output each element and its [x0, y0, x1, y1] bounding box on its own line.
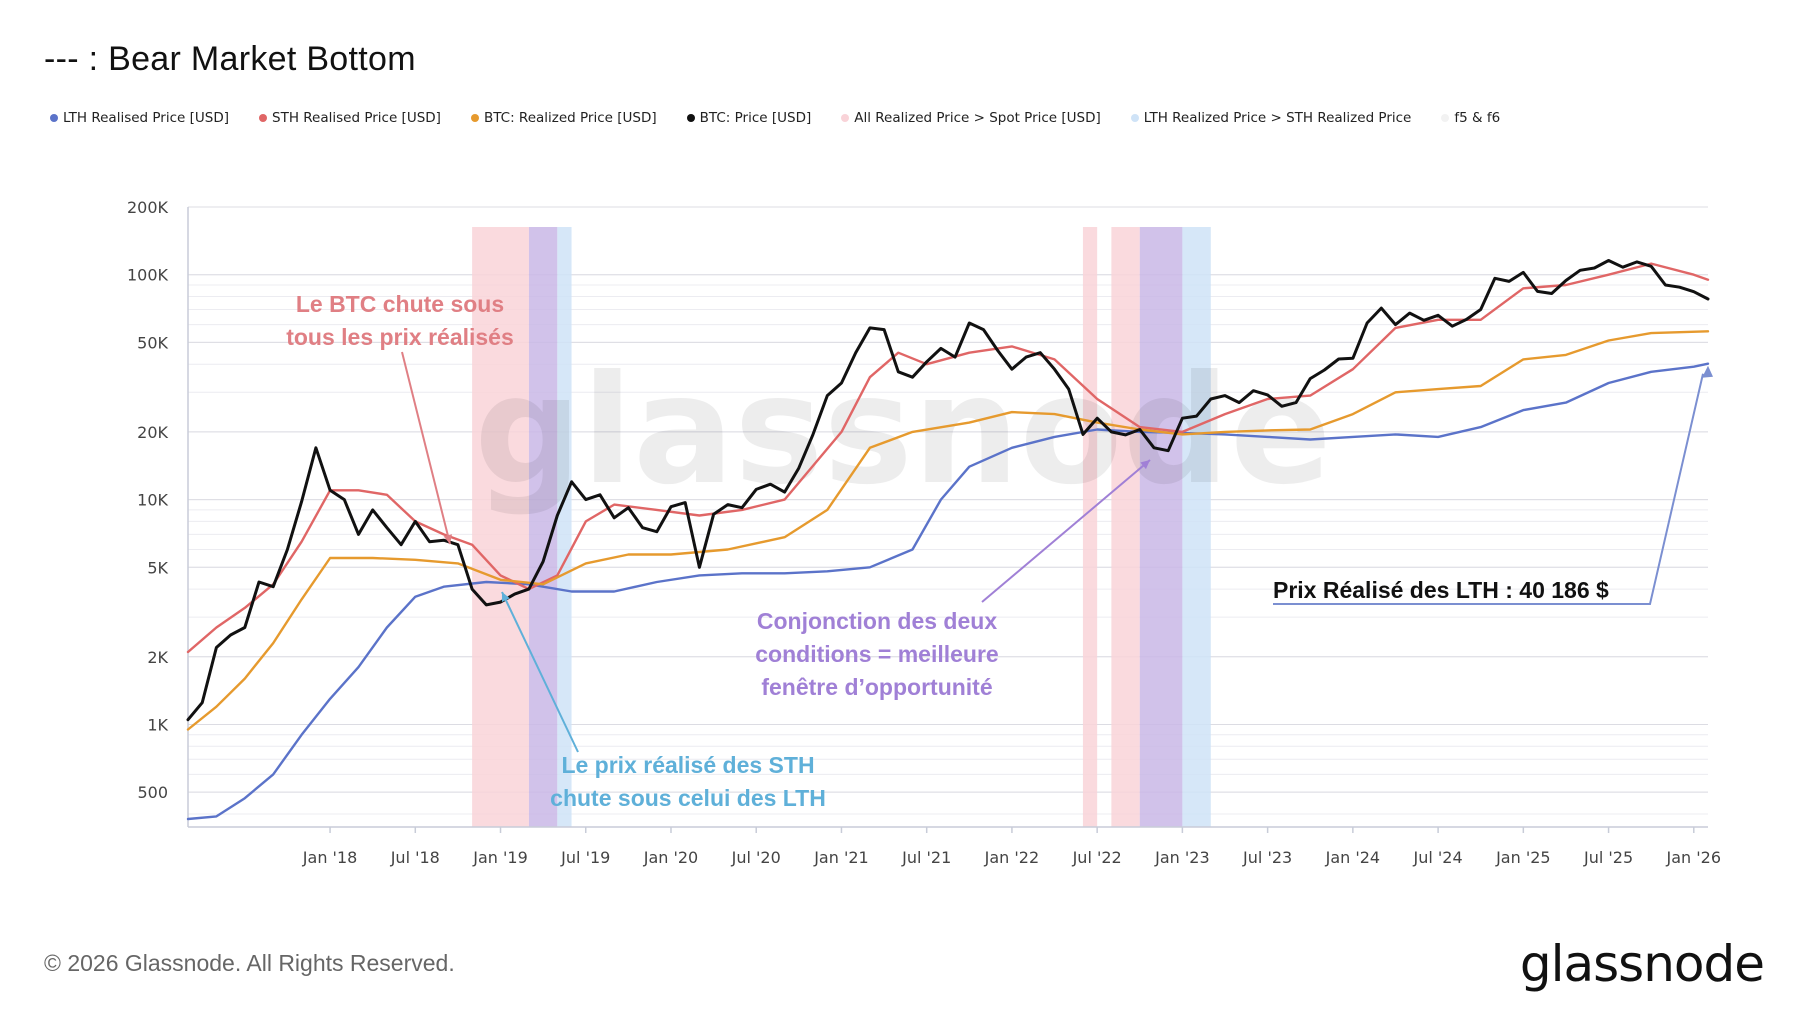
- chart-legend: LTH Realised Price [USD] STH Realised Pri…: [50, 110, 1500, 126]
- series-line: [186, 362, 1710, 821]
- annotation-text: Le BTC chute sous: [296, 291, 504, 317]
- legend-item[interactable]: LTH Realized Price > STH Realized Price: [1130, 110, 1412, 126]
- lth-callout-arrowhead: [1702, 365, 1713, 378]
- annotation-arrowhead: [1140, 460, 1150, 470]
- x-tick-label: Jan '23: [1154, 848, 1210, 867]
- y-tick-label: 1K: [147, 715, 168, 734]
- x-tick-label: Jul '24: [1413, 848, 1463, 867]
- legend-swatch: [841, 114, 850, 122]
- annotation-arrowhead: [443, 534, 453, 544]
- highlight-band: [1111, 227, 1140, 827]
- legend-item[interactable]: BTC: Price [USD]: [686, 110, 812, 126]
- y-tick-label: 100K: [127, 266, 169, 285]
- series-line: [186, 262, 1710, 654]
- annotation-arrow: [401, 351, 451, 545]
- x-tick-label: Jan '18: [302, 848, 358, 867]
- annotation-text: Prix Réalisé des LTH : 40 186 $: [1273, 577, 1609, 603]
- series-line: [186, 330, 1710, 731]
- y-tick-label: 20K: [137, 423, 168, 442]
- annotation-text: fenêtre d’opportunité: [761, 674, 992, 700]
- x-tick-label: Jan '26: [1666, 848, 1722, 867]
- x-tick-label: Jul '18: [390, 848, 440, 867]
- legend-item[interactable]: LTH Realised Price [USD]: [50, 110, 229, 126]
- legend-item[interactable]: f5 & f6: [1441, 110, 1500, 126]
- highlight-band: [472, 227, 529, 827]
- annotations: Le BTC chute sous tous les prix réalisés L…: [286, 291, 1713, 811]
- legend-swatch: [470, 114, 479, 122]
- x-tick-label: Jul '20: [731, 848, 781, 867]
- legend-label: LTH Realised Price [USD]: [63, 110, 230, 126]
- legend-swatch: [1441, 114, 1450, 122]
- y-tick-label: 200K: [127, 198, 169, 217]
- y-tick-label: 5K: [147, 558, 168, 577]
- legend-swatch: [259, 114, 268, 122]
- legend-swatch: [50, 114, 58, 122]
- legend-label: BTC: Price [USD]: [699, 110, 812, 126]
- x-tick-label: Jan '24: [1325, 848, 1381, 867]
- x-tick-label: Jan '21: [813, 848, 869, 867]
- y-tick-label: 10K: [137, 491, 168, 510]
- x-tick-label: Jul '25: [1583, 848, 1633, 867]
- glassnode-logo: glassnode: [1519, 935, 1765, 993]
- chart-title: --- : Bear Market Bottom: [44, 40, 416, 78]
- x-tick-label: Jan '22: [984, 848, 1040, 867]
- highlight-band: [1139, 227, 1183, 827]
- legend-item[interactable]: All Realized Price > Spot Price [USD]: [841, 110, 1101, 126]
- axes: 500 1K 2K 5K 10K 20K 50K 100K 200K Jan '18 Jul '18…: [127, 198, 1721, 867]
- series-line: [186, 259, 1710, 722]
- watermark: glassnode: [474, 344, 1332, 518]
- copyright: © 2026 Glassnode. All Rights Reserved.: [44, 950, 455, 976]
- y-tick-label: 50K: [137, 333, 168, 352]
- x-tick-label: Jan '19: [472, 848, 528, 867]
- highlight-bands: [472, 227, 1211, 827]
- legend-label: BTC: Realized Price [USD]: [483, 110, 657, 126]
- lth-callout-leader: [1273, 373, 1704, 605]
- annotation-text: tous les prix réalisés: [286, 324, 514, 350]
- legend-swatch: [1130, 114, 1139, 122]
- legend-label: f5 & f6: [1454, 110, 1501, 126]
- legend-label: LTH Realized Price > STH Realized Price: [1143, 110, 1412, 126]
- y-tick-label: 500: [137, 783, 168, 802]
- annotation-text: chute sous celui des LTH: [550, 785, 826, 811]
- highlight-band: [1182, 227, 1211, 827]
- legend-label: All Realized Price > Spot Price [USD]: [854, 110, 1101, 126]
- series-lines: [186, 259, 1710, 821]
- annotation-arrow: [981, 459, 1151, 603]
- highlight-band: [1082, 227, 1098, 827]
- legend-swatch: [686, 114, 695, 122]
- highlight-band: [557, 227, 572, 827]
- legend-item[interactable]: BTC: Realized Price [USD]: [470, 110, 657, 126]
- annotation-text: conditions = meilleure: [755, 641, 998, 667]
- x-tick-label: Jan '25: [1495, 848, 1551, 867]
- x-tick-label: Jan '20: [643, 848, 699, 867]
- x-tick-label: Jul '22: [1072, 848, 1122, 867]
- legend-label: STH Realised Price [USD]: [272, 110, 441, 126]
- annotation-text: Le prix réalisé des STH: [561, 752, 814, 778]
- x-tick-label: Jul '19: [560, 848, 610, 867]
- x-tick-label: Jul '23: [1242, 848, 1292, 867]
- legend-item[interactable]: STH Realised Price [USD]: [259, 110, 441, 126]
- annotation-text: Conjonction des deux: [757, 608, 997, 634]
- x-tick-label: Jul '21: [901, 848, 951, 867]
- y-tick-label: 2K: [147, 648, 168, 667]
- annotation-arrowhead: [501, 592, 510, 602]
- annotation-arrow: [501, 591, 579, 753]
